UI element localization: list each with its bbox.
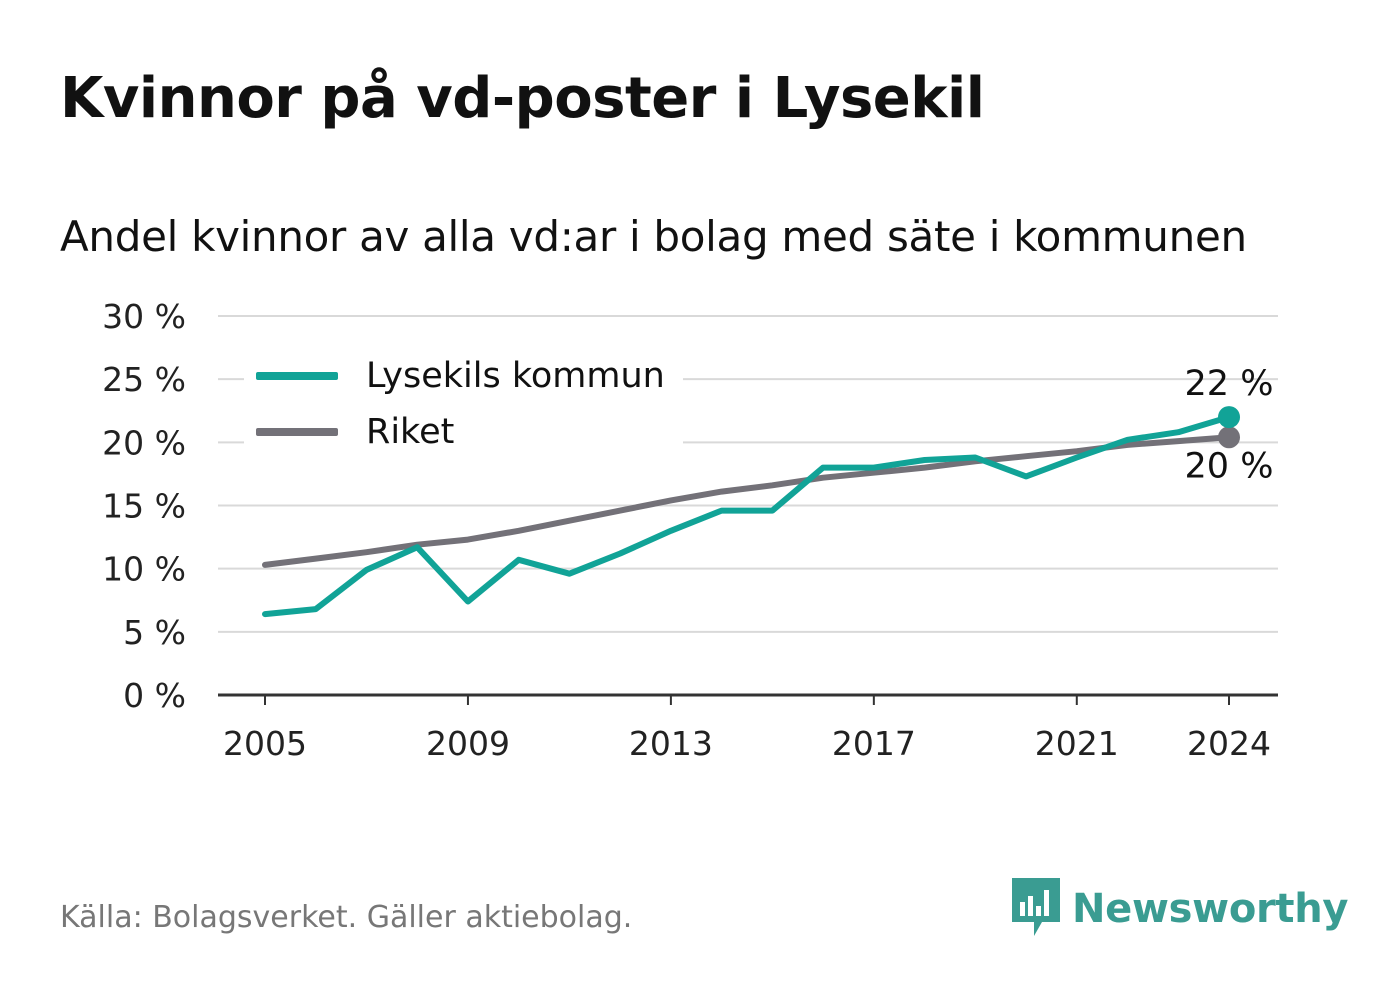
legend-swatch-lysekil (256, 372, 338, 380)
end-marker-lysekil[interactable] (1218, 406, 1240, 429)
y-tick-label: 20 % (102, 423, 186, 462)
x-tick-label: 2017 (832, 724, 916, 763)
chart-subtitle: Andel kvinnor av alla vd:ar i bolag med … (60, 212, 1247, 261)
axis-layer: 0 % 5 % 10 % 15 % 20 % 25 % 30 % 2005 2009 2013 20… (102, 297, 1278, 763)
x-tick-label: 2024 (1187, 724, 1271, 763)
end-label-lysekil: 22 % (1185, 364, 1274, 404)
chart-legend: Lysekils kommun Riket (244, 346, 683, 462)
y-tick-label: 5 % (123, 613, 186, 652)
legend-item-riket[interactable]: Riket (256, 404, 665, 460)
end-marker-riket[interactable] (1218, 426, 1240, 449)
y-tick-label: 15 % (102, 487, 186, 526)
series-line-riket[interactable] (262, 434, 1232, 568)
y-tick-label: 30 % (102, 297, 186, 336)
legend-swatch-riket (256, 428, 338, 436)
series-layer (262, 406, 1240, 618)
brand-name: Newsworthy (1072, 886, 1349, 932)
chart-title: Kvinnor på vd-poster i Lysekil (60, 66, 985, 131)
series-line-lysekil[interactable] (262, 414, 1232, 618)
y-tick-label: 25 % (102, 360, 186, 399)
x-tick-label: 2013 (629, 724, 713, 763)
legend-item-lysekil[interactable]: Lysekils kommun (256, 348, 665, 404)
brand-logo[interactable]: Newsworthy (1012, 878, 1349, 940)
y-tick-label: 0 % (123, 676, 186, 715)
source-note: Källa: Bolagsverket. Gäller aktiebolag. (60, 900, 633, 935)
legend-label-lysekil: Lysekils kommun (366, 356, 665, 396)
y-tick-label: 10 % (102, 550, 186, 589)
x-tick-label: 2009 (426, 724, 510, 763)
end-label-riket: 20 % (1185, 446, 1274, 486)
legend-label-riket: Riket (366, 412, 455, 452)
x-tick-label: 2005 (223, 724, 307, 763)
newsworthy-logo-icon (1012, 878, 1060, 940)
label-layer: 22 % 20 % (1185, 364, 1274, 486)
x-tick-label: 2021 (1035, 724, 1119, 763)
